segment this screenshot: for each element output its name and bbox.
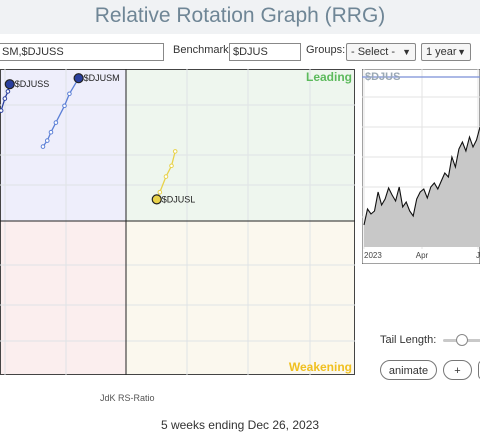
series-layer: $DJUSM $DJUSS $DJUSL: [0, 73, 196, 205]
toolbar: SM,$DJUSS Benchmark: $DJUS Groups: - Sel…: [0, 43, 480, 61]
quadrant-label-weakening: Weakening: [289, 360, 352, 374]
side-x-tick-label: J: [476, 251, 480, 260]
groups-label: Groups:: [306, 44, 346, 56]
series-tail-point: [169, 163, 174, 169]
animate-button[interactable]: animate: [380, 360, 437, 380]
series-head-point[interactable]: [73, 73, 84, 84]
chevron-down-icon: ▼: [402, 47, 411, 57]
series-djuss[interactable]: $DJUSS: [0, 79, 50, 113]
side-price-line: [363, 126, 480, 226]
chart-frame: [0, 69, 355, 375]
side-chart-title: $DJUS: [365, 71, 400, 83]
side-chart-series: [363, 126, 480, 247]
series-tail-point: [67, 91, 72, 97]
quadrant-lagging: [0, 221, 126, 375]
chart-gridlines: [0, 69, 355, 375]
quadrant-weakening: [126, 221, 355, 375]
benchmark-input[interactable]: $DJUS: [229, 43, 301, 61]
chart-axes: [0, 69, 355, 375]
series-tail-point: [172, 149, 178, 154]
series-tail-point: [157, 189, 163, 195]
benchmark-price-chart: $DJUS 2023 Apr J: [362, 69, 480, 264]
quadrants: [0, 69, 355, 375]
series-tail-point: [44, 138, 50, 143]
series-djusl[interactable]: $DJUSL: [151, 149, 196, 205]
series-tail-point: [48, 129, 54, 135]
series-tail-point: [62, 103, 67, 109]
groups-select[interactable]: - Select - ▼: [346, 43, 416, 61]
tail-length-label: Tail Length:: [380, 334, 437, 346]
page-title: Relative Rotation Graph (RRG): [0, 0, 480, 34]
quadrant-label-leading: Leading: [306, 70, 352, 84]
quadrant-improving: [0, 69, 126, 221]
series-tail-point: [2, 96, 8, 101]
chevron-down-icon: ▼: [457, 47, 466, 57]
series-label: $DJUSS: [15, 79, 50, 89]
series-tail-point: [163, 174, 169, 179]
side-x-tick-label: 2023: [364, 251, 382, 260]
benchmark-label: Benchmark:: [173, 44, 232, 56]
series-head-point[interactable]: [4, 79, 15, 90]
series-tail-point: [40, 144, 46, 149]
side-x-tick-label: Apr: [416, 251, 429, 260]
x-axis-label: JdK RS-Ratio: [100, 393, 155, 403]
side-chart-x-ticks: 2023 Apr J: [364, 251, 480, 260]
plus-button[interactable]: +: [443, 360, 472, 380]
groups-selected-value: - Select -: [351, 46, 396, 58]
series-label: $DJUSM: [84, 73, 120, 83]
series-label: $DJUSL: [162, 194, 196, 204]
quadrant-leading: [126, 69, 355, 221]
series-tail-point: [0, 108, 4, 113]
series-tail-point: [53, 120, 59, 125]
slider-thumb[interactable]: [456, 334, 468, 346]
period-selected-value: 1 year: [426, 46, 457, 58]
series-djusm[interactable]: $DJUSM: [40, 73, 120, 149]
period-select[interactable]: 1 year ▼: [421, 43, 471, 61]
series-head-point[interactable]: [151, 194, 162, 205]
rrg-chart[interactable]: Leading Weakening 9.0099.00100.00101.001…: [0, 69, 355, 375]
tail-length-slider[interactable]: [443, 334, 480, 346]
footer-date: 5 weeks ending Dec 26, 2023: [160, 418, 320, 432]
series-tail-point: [5, 89, 11, 94]
symbols-input[interactable]: SM,$DJUSS: [0, 43, 164, 61]
side-area-fill: [364, 127, 480, 247]
